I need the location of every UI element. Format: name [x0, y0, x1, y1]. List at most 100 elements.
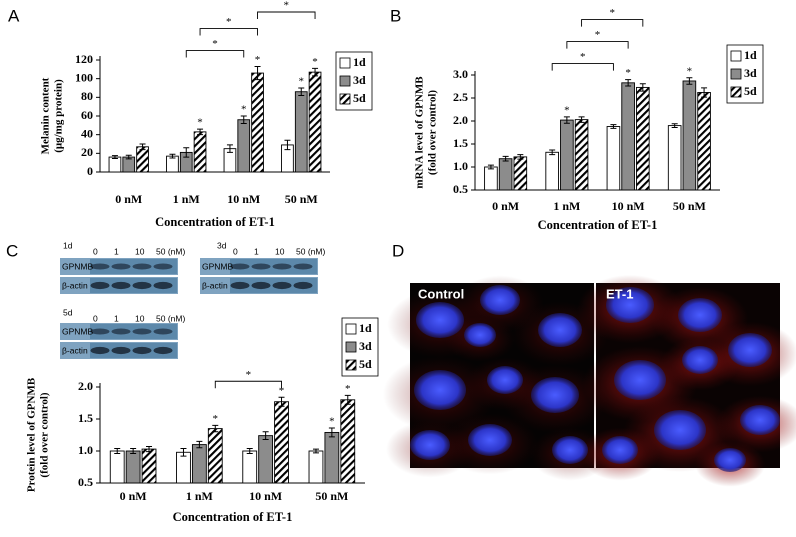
bar	[141, 448, 157, 484]
significance-bracket	[581, 19, 644, 27]
error-bar	[254, 66, 261, 81]
nucleus	[654, 410, 706, 450]
significance-star: *	[345, 383, 351, 395]
error-bar	[114, 447, 121, 455]
x-tick-label: 50 nM	[673, 199, 706, 213]
significance-bracket	[566, 41, 629, 49]
significance-star: *	[284, 0, 290, 12]
legend-swatch	[339, 93, 351, 105]
bar	[166, 155, 179, 173]
bar	[108, 156, 122, 173]
significance-bracket	[214, 380, 282, 389]
bar	[109, 450, 125, 484]
y-axis-title: (μg/mg protein)	[53, 79, 65, 153]
y-axis-title: (fold over control)	[427, 90, 439, 175]
legend-label: 3d	[353, 73, 366, 87]
bar	[191, 444, 207, 484]
blot-band	[132, 281, 152, 290]
blot-band	[111, 346, 131, 355]
error-bar	[686, 77, 693, 85]
nucleus	[602, 436, 638, 464]
bar	[636, 86, 650, 191]
panel-label: D	[392, 241, 404, 260]
y-tick-label: 40	[81, 126, 93, 140]
y-tick-label: 80	[81, 89, 93, 103]
error-bar	[196, 440, 203, 449]
blot-band	[111, 263, 131, 270]
bar	[207, 428, 223, 484]
lane-label: 50 (nM)	[156, 313, 185, 323]
blot-band	[153, 346, 173, 355]
significance-star: *	[595, 29, 601, 41]
blot-band	[230, 281, 250, 290]
x-axis-title: Concentration of ET-1	[155, 215, 275, 229]
blot-band	[230, 263, 250, 270]
x-tick-label: 1 nM	[553, 199, 580, 213]
bar	[294, 91, 308, 173]
significance-bracket	[199, 28, 258, 36]
blot-band	[132, 346, 152, 355]
x-axis-title: Concentration of ET-1	[173, 510, 293, 524]
error-bar	[130, 447, 137, 455]
significance-star: *	[329, 415, 335, 427]
error-bar	[344, 394, 351, 405]
panel-label: A	[8, 6, 20, 25]
significance-bracket	[257, 11, 316, 19]
lane-label: 1	[114, 313, 119, 323]
significance-bracket	[551, 63, 614, 71]
y-axis-title: mRNA level of GPNMB	[414, 76, 426, 189]
y-tick-label: 1.5	[453, 136, 468, 150]
lane-label: 10	[135, 313, 145, 323]
y-tick-label: 2.5	[453, 90, 468, 104]
blot-band	[272, 281, 292, 290]
error-bar	[563, 116, 570, 124]
nucleus	[728, 333, 772, 367]
blot-band	[132, 263, 152, 270]
legend-label: 5d	[744, 84, 757, 98]
legend-swatch	[730, 68, 742, 80]
error-bar	[146, 446, 153, 453]
nucleus	[416, 302, 464, 338]
x-tick-label: 0 nM	[120, 489, 147, 503]
significance-star: *	[299, 76, 305, 88]
y-axis-title: (fold over control)	[39, 392, 51, 477]
nucleus	[468, 424, 512, 456]
error-bar	[549, 149, 556, 156]
legend-swatch	[730, 50, 742, 62]
y-tick-label: 1.0	[78, 443, 93, 457]
bar	[574, 119, 589, 191]
y-tick-label: 120	[75, 52, 93, 66]
significance-star: *	[255, 54, 261, 66]
nucleus	[487, 366, 523, 394]
error-bar	[312, 67, 319, 77]
blot-day: 3d	[217, 240, 227, 250]
error-bar	[298, 87, 305, 96]
y-tick-label: 20	[81, 145, 93, 159]
panel-label: B	[390, 6, 401, 25]
error-bar	[284, 139, 291, 151]
blot-band	[251, 263, 271, 270]
row-label: GPNMB	[202, 261, 234, 271]
error-bar	[197, 128, 204, 136]
error-bar	[312, 448, 319, 454]
y-tick-label: 100	[75, 70, 93, 84]
significance-star: *	[197, 117, 203, 129]
row-label: β-actin	[202, 280, 228, 290]
x-tick-label: 1 nM	[173, 192, 200, 206]
blot-band	[153, 281, 173, 290]
legend-label: 1d	[359, 321, 372, 335]
nucleus	[682, 346, 718, 374]
blot-band	[111, 281, 131, 290]
legend-label: 5d	[353, 91, 366, 105]
error-bar	[125, 154, 132, 160]
error-bar	[183, 147, 190, 158]
nucleus	[531, 377, 579, 413]
error-bar	[111, 155, 118, 159]
error-bar	[246, 447, 253, 455]
error-bar	[139, 143, 146, 151]
bar	[237, 119, 251, 173]
legend-swatch	[345, 359, 357, 371]
significance-star: *	[226, 16, 232, 28]
panel-label: C	[6, 241, 18, 260]
